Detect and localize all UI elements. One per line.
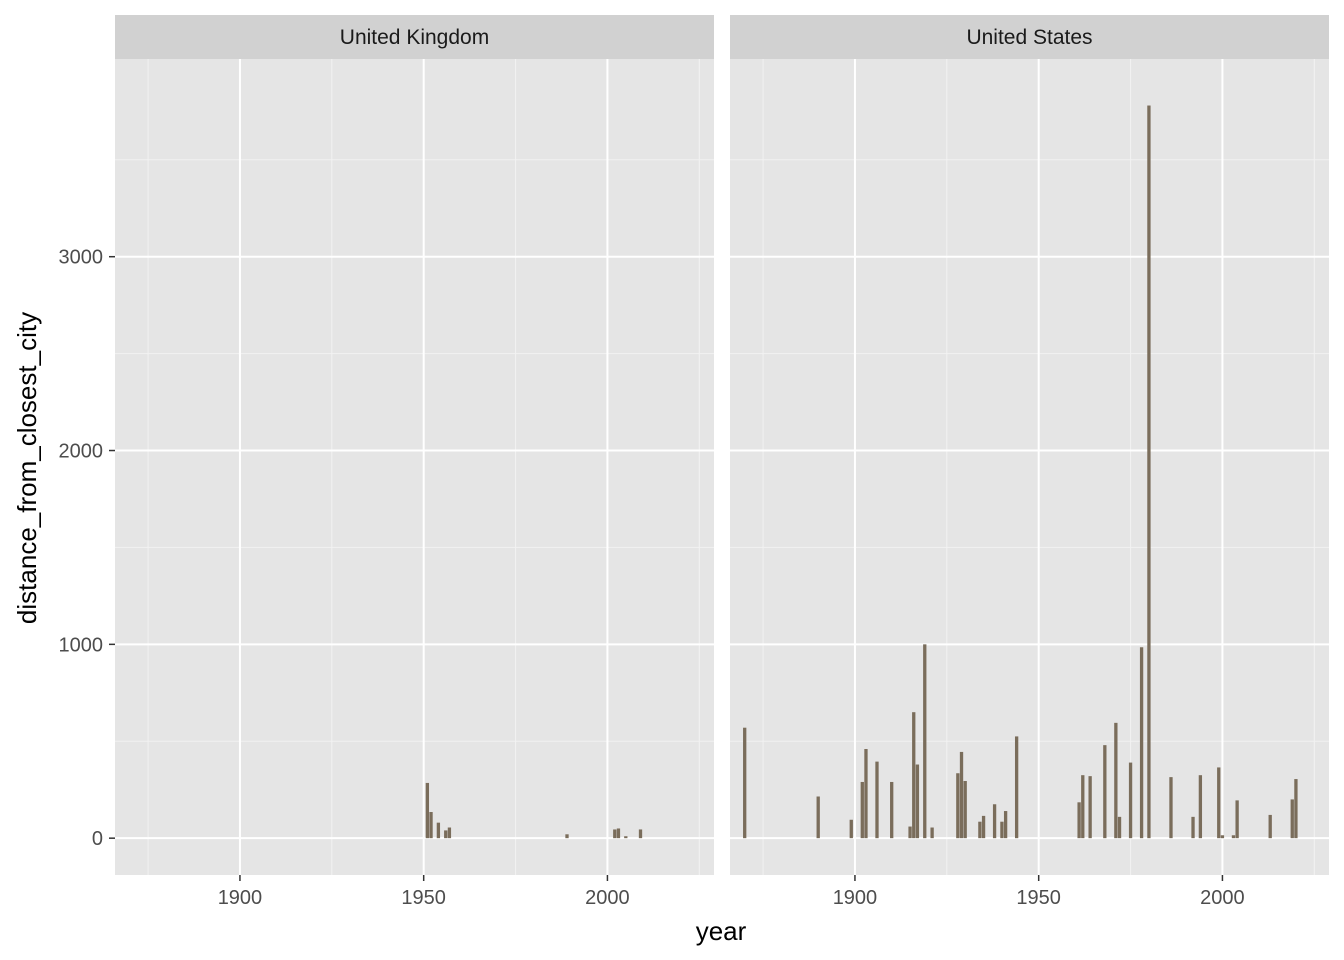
panel-united-kingdom: United Kingdom 1900 1950 2000 — [115, 15, 714, 909]
bar — [1077, 802, 1081, 839]
bar — [613, 829, 617, 839]
bar — [1191, 816, 1195, 839]
y-tick-label: 1000 — [59, 634, 104, 656]
bar — [1231, 835, 1236, 839]
bar — [429, 812, 433, 839]
x-tick-label: 1950 — [1016, 887, 1061, 909]
y-axis: 0 1000 2000 3000 — [59, 247, 115, 850]
facet-strip — [115, 15, 714, 59]
bar — [1014, 736, 1019, 839]
bar — [908, 826, 912, 839]
bar — [436, 822, 441, 839]
x-tick-label: 2000 — [585, 887, 630, 909]
panels-layer: United Kingdom 1900 1950 2000 United States 1… — [115, 15, 1329, 909]
bar — [1198, 775, 1203, 839]
bar — [978, 821, 982, 839]
bar — [1220, 835, 1225, 839]
bar — [875, 761, 879, 839]
panel-background — [730, 59, 1329, 875]
facet-strip — [730, 15, 1329, 59]
bar — [1294, 779, 1298, 839]
y-tick-label: 0 — [92, 828, 103, 850]
bar — [963, 780, 967, 839]
bar — [849, 819, 853, 839]
bar — [1128, 762, 1133, 839]
y-axis-title: distance_from_closest_city — [12, 312, 42, 624]
y-tick-label: 2000 — [59, 441, 104, 463]
bar — [1117, 816, 1122, 839]
bar — [616, 828, 621, 839]
x-tick-label: 2000 — [1200, 887, 1245, 909]
bar — [444, 830, 448, 839]
facet-strip-label: United Kingdom — [340, 26, 489, 49]
x-tick-label: 1900 — [218, 887, 263, 909]
panel-united-states: United States 1900 1950 2000 — [730, 15, 1329, 909]
bar — [447, 827, 452, 839]
bar — [1000, 821, 1004, 839]
x-tick-label: 1950 — [401, 887, 446, 909]
bar — [959, 751, 964, 839]
bar — [1103, 745, 1107, 839]
bar — [1081, 775, 1085, 839]
bar — [1003, 811, 1008, 839]
bar — [930, 827, 934, 839]
bar — [565, 834, 569, 839]
bar — [915, 764, 920, 839]
bar — [860, 781, 864, 839]
bar — [981, 815, 986, 839]
bar — [923, 644, 927, 839]
bar — [638, 829, 643, 839]
bar — [1147, 105, 1151, 839]
bar — [912, 712, 916, 839]
x-axis-title: year — [696, 916, 747, 946]
bar — [816, 796, 820, 839]
bar — [956, 773, 960, 839]
bar — [1114, 722, 1118, 839]
bar — [992, 804, 997, 839]
bar — [1290, 799, 1294, 839]
bar — [425, 782, 430, 839]
x-tick-label: 1900 — [833, 887, 878, 909]
bar — [1169, 777, 1173, 839]
facet-strip-label: United States — [966, 26, 1092, 49]
bar — [1088, 776, 1092, 839]
bar — [1268, 814, 1272, 839]
panel-background — [115, 59, 714, 875]
bar — [624, 836, 628, 839]
bar — [864, 749, 868, 839]
bar — [743, 727, 747, 839]
y-tick-label: 3000 — [59, 247, 104, 269]
bar — [1235, 800, 1239, 839]
bar — [1139, 647, 1144, 839]
bar — [890, 781, 894, 839]
bar — [1217, 767, 1221, 839]
